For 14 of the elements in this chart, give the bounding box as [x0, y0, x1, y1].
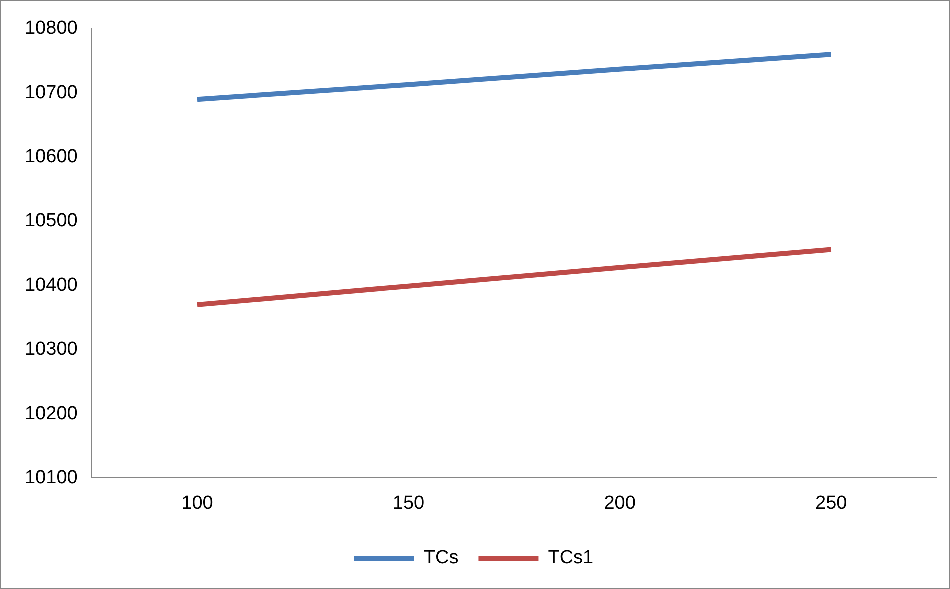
y-tick-label: 10700	[24, 82, 78, 104]
y-tick-label: 10800	[24, 18, 78, 40]
y-tick-label: 10500	[24, 210, 78, 232]
x-tick-label: 250	[816, 492, 848, 514]
y-tick-label: 10300	[24, 339, 78, 360]
y-tick-label: 10100	[24, 467, 78, 488]
x-tick-label: 150	[392, 492, 425, 514]
y-tick-label: 10200	[24, 403, 78, 424]
x-tick-label: 100	[182, 492, 214, 514]
x-tick-label: 200	[604, 492, 636, 514]
y-tick-label: 10400	[24, 274, 78, 296]
legend-label: TCs	[424, 548, 459, 569]
legend-label: TCs1	[548, 548, 594, 569]
y-tick-label: 10600	[24, 146, 78, 168]
